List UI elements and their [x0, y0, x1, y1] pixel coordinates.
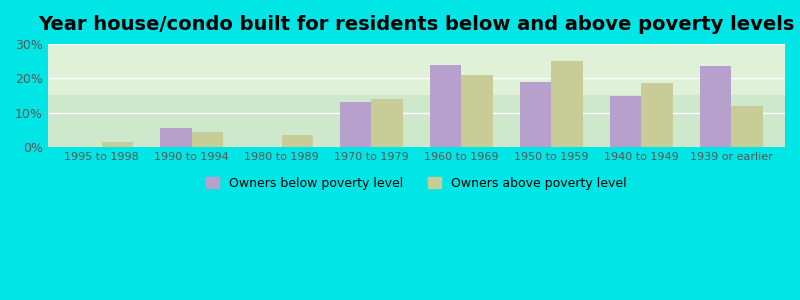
Bar	[520, 82, 551, 147]
Bar	[731, 106, 762, 147]
Bar	[340, 102, 371, 147]
Bar	[102, 142, 133, 147]
Bar	[462, 75, 493, 147]
Bar	[160, 128, 191, 147]
Bar	[191, 132, 223, 147]
Bar	[371, 99, 403, 147]
Title: Year house/condo built for residents below and above poverty levels: Year house/condo built for residents bel…	[38, 15, 794, 34]
Bar	[551, 61, 582, 147]
Bar	[699, 66, 731, 147]
Bar	[282, 135, 313, 147]
Bar	[641, 83, 673, 147]
Bar	[610, 95, 641, 147]
Bar	[430, 64, 462, 147]
Legend: Owners below poverty level, Owners above poverty level: Owners below poverty level, Owners above…	[202, 172, 631, 195]
